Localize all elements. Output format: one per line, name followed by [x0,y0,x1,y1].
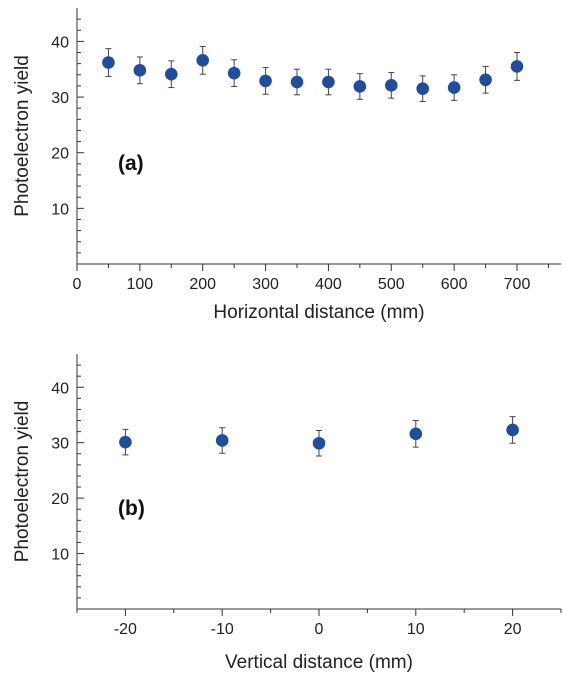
data-point [506,423,519,437]
x-tick-label: 200 [189,276,216,293]
data-point [119,435,132,449]
y-tick-label: 40 [51,34,69,51]
data-point [416,82,430,95]
x-tick-label: 600 [441,276,468,293]
panel-a: 0 100 200 300 400 500 600 700 10 20 30 40 Horizontal… [12,8,561,323]
y-axis-title: Photoelectron yield [12,401,33,563]
x-axis-title: Horizontal distance (mm) [213,302,424,323]
x-tick-label: 500 [378,276,405,293]
y-tick-label: 20 [51,491,69,508]
x-tick-label: 0 [315,621,324,638]
data-point [409,427,423,441]
data-point [259,74,272,88]
data-point [312,436,326,450]
panel-label: (b) [118,497,145,520]
x-tick-label: 10 [407,621,425,638]
x-tick-label: 0 [73,276,82,293]
x-tick-label: -20 [114,621,137,638]
x-tick-label: 20 [504,621,522,638]
data-point [227,66,241,80]
data-point [164,67,178,81]
data-point [353,80,367,93]
x-tick-label: 400 [315,276,342,293]
x-axis-title: Vertical distance (mm) [225,652,413,673]
y-axis-title: Photoelectron yield [12,55,33,217]
y-tick-label: 10 [51,201,69,218]
x-tick-label: 300 [252,276,279,293]
x-tick-label: 100 [127,276,154,293]
x-tick-label: 700 [504,276,531,293]
panel-label: (a) [118,152,144,175]
y-tick-label: 30 [51,90,69,107]
data-point [290,75,304,89]
data-point [447,81,461,94]
y-tick-label: 40 [51,380,69,397]
x-tick-label: -10 [211,621,234,638]
data-point [510,60,524,73]
y-tick-label: 10 [51,547,69,564]
y-tick-label: 20 [51,146,69,163]
data-point [479,73,492,87]
data-point [133,64,147,77]
data-point [322,75,335,89]
panel-b: -20 -10 0 10 20 10 20 30 40 Vertical distance (mm… [12,354,562,673]
data-point [215,434,229,447]
data-point [384,79,398,92]
y-tick-label: 30 [51,436,69,453]
data-point [102,56,115,69]
data-point [196,54,210,67]
